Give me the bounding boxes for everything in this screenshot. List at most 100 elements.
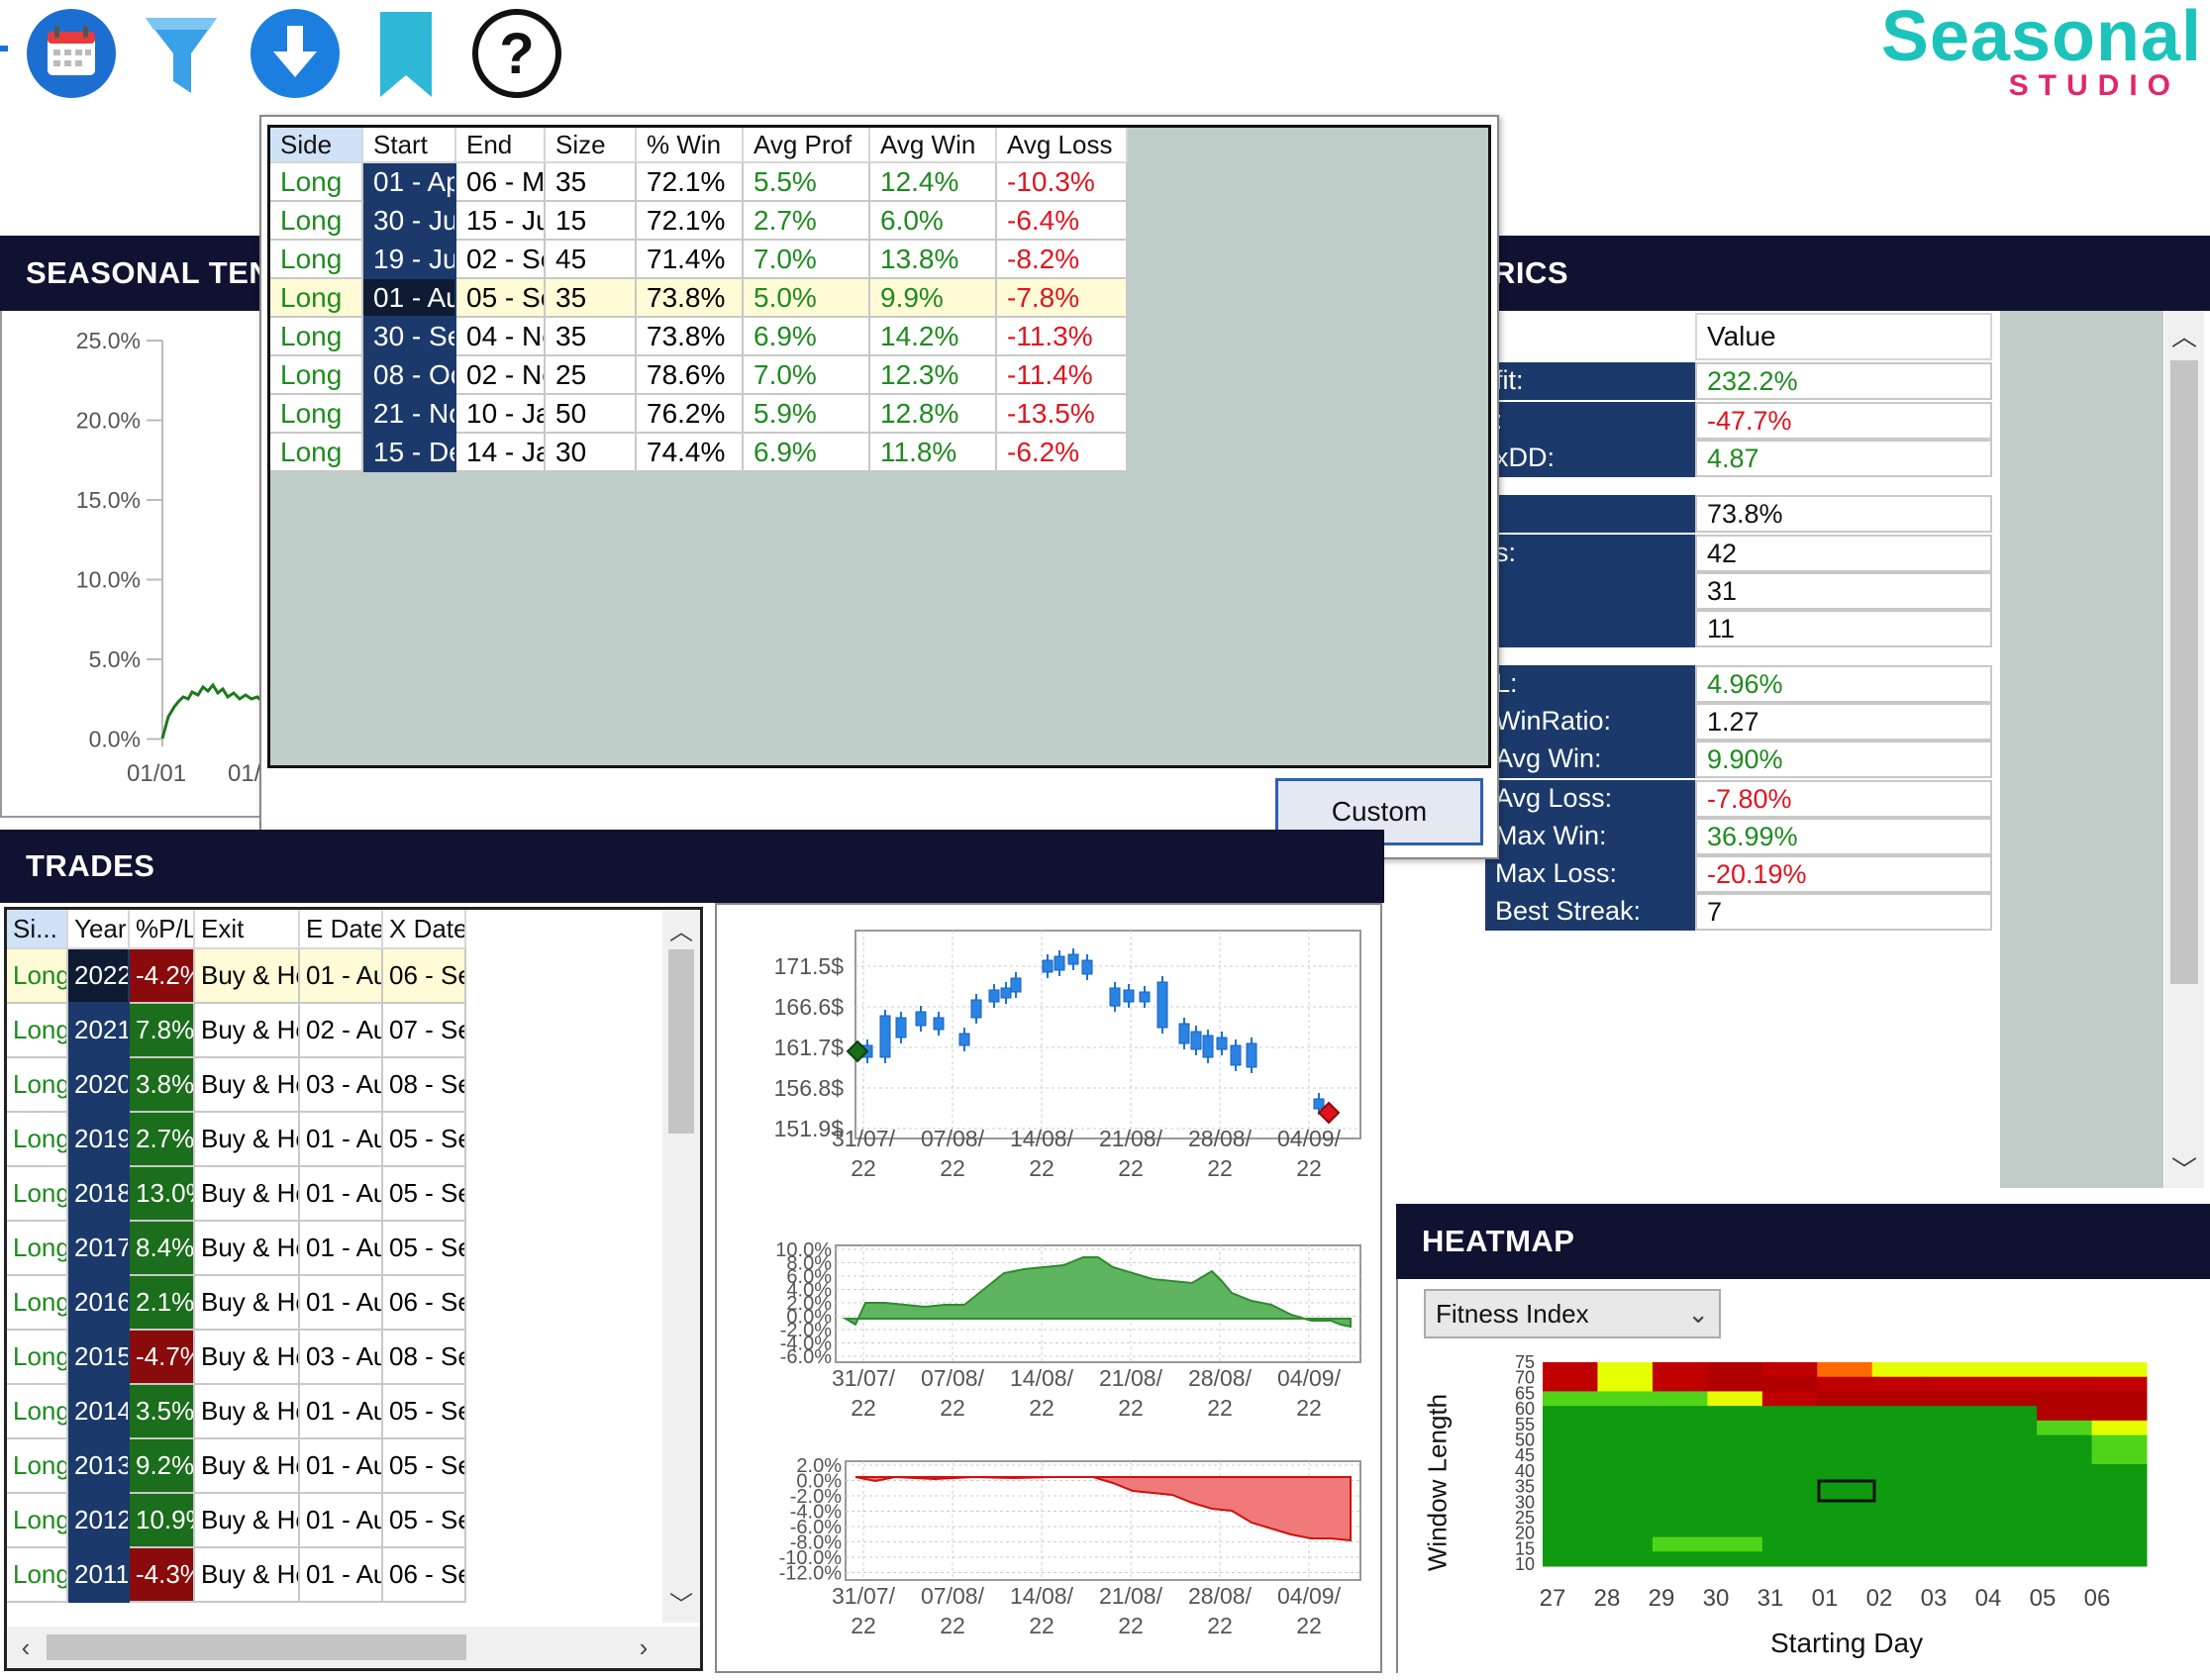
heatmap-cell[interactable] [1543,1493,1598,1509]
trades-cell[interactable]: 2013 [68,1439,130,1494]
heatmap-cell[interactable] [1761,1551,1818,1567]
trades-cell[interactable]: 06 - Sep [383,949,466,1004]
heatmap-cell[interactable] [1707,1508,1763,1524]
popup-cell[interactable]: 6.9% [744,434,870,472]
heatmap-cell[interactable] [1927,1522,1983,1538]
popup-cell[interactable]: 30 [546,434,637,472]
popup-col-header[interactable]: Side [270,128,363,163]
heatmap-cell[interactable] [1652,1449,1708,1465]
trades-cell[interactable]: 08 - Sep [383,1058,466,1113]
heatmap-cell[interactable] [2037,1536,2093,1552]
trades-cell[interactable]: 2.7% [130,1113,195,1167]
heatmap-cell[interactable] [1817,1406,1873,1422]
heatmap-cell[interactable] [1652,1376,1708,1392]
trades-cell[interactable]: 10.9% [130,1494,195,1548]
heatmap-cell[interactable] [1652,1434,1708,1450]
trades-cell[interactable]: 7.8% [130,1004,195,1058]
heatmap-cell[interactable] [1761,1493,1818,1509]
heatmap-cell[interactable] [1597,1420,1654,1436]
heatmap-cell[interactable] [1981,1420,2038,1436]
popup-cell[interactable]: 6.0% [870,202,997,241]
heatmap-cell[interactable] [2037,1449,2093,1465]
heatmap-cell[interactable] [1543,1551,1598,1567]
heatmap-cell[interactable] [1543,1464,1598,1480]
heatmap-cell[interactable] [1597,1478,1654,1494]
heatmap-cell[interactable] [2037,1434,2093,1450]
popup-cell[interactable]: 01 - Aug [363,279,456,318]
popup-cell[interactable]: 9.9% [870,279,997,318]
heatmap-cell[interactable] [1652,1536,1708,1552]
heatmap-cell[interactable] [1817,1376,1873,1392]
trades-cell[interactable]: Long [7,1058,68,1113]
trades-cell[interactable]: 05 - Sep [383,1113,466,1167]
trades-cell[interactable]: -4.2% [130,949,195,1004]
heatmap-cell[interactable] [1927,1434,1983,1450]
heatmap-cell[interactable] [1761,1449,1818,1465]
heatmap-cell[interactable] [1981,1464,2038,1480]
popup-cell[interactable]: 11.8% [870,434,997,472]
trades-cell[interactable]: Buy & Hold [195,949,300,1004]
heatmap-cell[interactable] [2037,1391,2093,1407]
popup-cell[interactable]: 6.9% [744,318,870,356]
trades-cell[interactable]: 2015 [68,1331,130,1385]
filter-icon[interactable] [136,6,231,101]
trades-cell[interactable]: Long [7,1548,68,1603]
heatmap-cell[interactable] [2091,1464,2148,1480]
popup-cell[interactable]: 7.0% [744,356,870,395]
heatmap-cell[interactable] [1981,1391,2038,1407]
trades-col-header[interactable]: Exit [195,910,300,949]
trades-cell[interactable]: Long [7,1113,68,1167]
popup-cell[interactable]: 30 - Jun [363,202,456,241]
heatmap-cell[interactable] [1871,1376,1928,1392]
popup-col-header[interactable]: Start [363,128,456,163]
heatmap-cell[interactable] [1761,1362,1818,1378]
heatmap-cell[interactable] [1927,1493,1983,1509]
heatmap-cell[interactable] [1981,1536,2038,1552]
popup-cell[interactable]: 74.4% [637,434,744,472]
trades-cell[interactable]: 05 - Sep [383,1439,466,1494]
trades-cell[interactable]: 03 - Aug [300,1058,383,1113]
heatmap-cell[interactable] [1707,1551,1763,1567]
trades-cell[interactable]: 05 - Sep [383,1385,466,1439]
heatmap-cell[interactable] [1543,1376,1598,1392]
trades-cell[interactable]: Buy & Hold [195,1548,300,1603]
trades-cell[interactable]: 13.0% [130,1167,195,1222]
heatmap-cell[interactable] [2091,1493,2148,1509]
heatmap-cell[interactable] [1761,1464,1818,1480]
trades-cell[interactable]: 06 - Sep [383,1548,466,1603]
heatmap-cell[interactable] [1597,1449,1654,1465]
trades-cell[interactable]: 3.5% [130,1385,195,1439]
popup-cell[interactable]: 5.5% [744,163,870,202]
heatmap-cell[interactable] [1707,1478,1763,1494]
popup-cell[interactable]: Long [270,163,363,202]
trades-cell[interactable]: 07 - Sep [383,1004,466,1058]
heatmap-cell[interactable] [1981,1449,2038,1465]
scroll-right-icon[interactable]: › [639,1631,649,1662]
heatmap-cell[interactable] [1761,1434,1818,1450]
heatmap-cell[interactable] [1652,1420,1708,1436]
popup-cell[interactable]: 5.9% [744,395,870,434]
heatmap-cell[interactable] [1597,1376,1654,1392]
popup-cell[interactable]: 72.1% [637,163,744,202]
popup-cell[interactable]: 14.2% [870,318,997,356]
scroll-up-icon[interactable]: ︿ [2170,321,2197,351]
trades-cell[interactable]: 01 - Aug [300,949,383,1004]
trades-cell[interactable]: 2011 [68,1548,130,1603]
trades-cell[interactable]: 02 - Aug [300,1004,383,1058]
trades-cell[interactable]: 01 - Aug [300,1222,383,1276]
heatmap-cell[interactable] [2091,1508,2148,1524]
popup-cell[interactable]: Long [270,202,363,241]
trades-cell[interactable]: Long [7,1439,68,1494]
trades-cell[interactable]: 9.2% [130,1439,195,1494]
heatmap-cell[interactable] [1981,1493,2038,1509]
heatmap-cell[interactable] [2037,1376,2093,1392]
heatmap-cell[interactable] [1543,1508,1598,1524]
popup-cell[interactable]: 35 [546,318,637,356]
scroll-down-icon[interactable]: ﹀ [2170,1154,2197,1185]
nav-edge-icon[interactable] [0,46,8,51]
trades-cell[interactable]: Long [7,1494,68,1548]
trades-cell[interactable]: 01 - Aug [300,1276,383,1331]
heatmap-cell[interactable] [1817,1391,1873,1407]
heatmap-cell[interactable] [1707,1406,1763,1422]
heatmap-cell[interactable] [1871,1493,1928,1509]
